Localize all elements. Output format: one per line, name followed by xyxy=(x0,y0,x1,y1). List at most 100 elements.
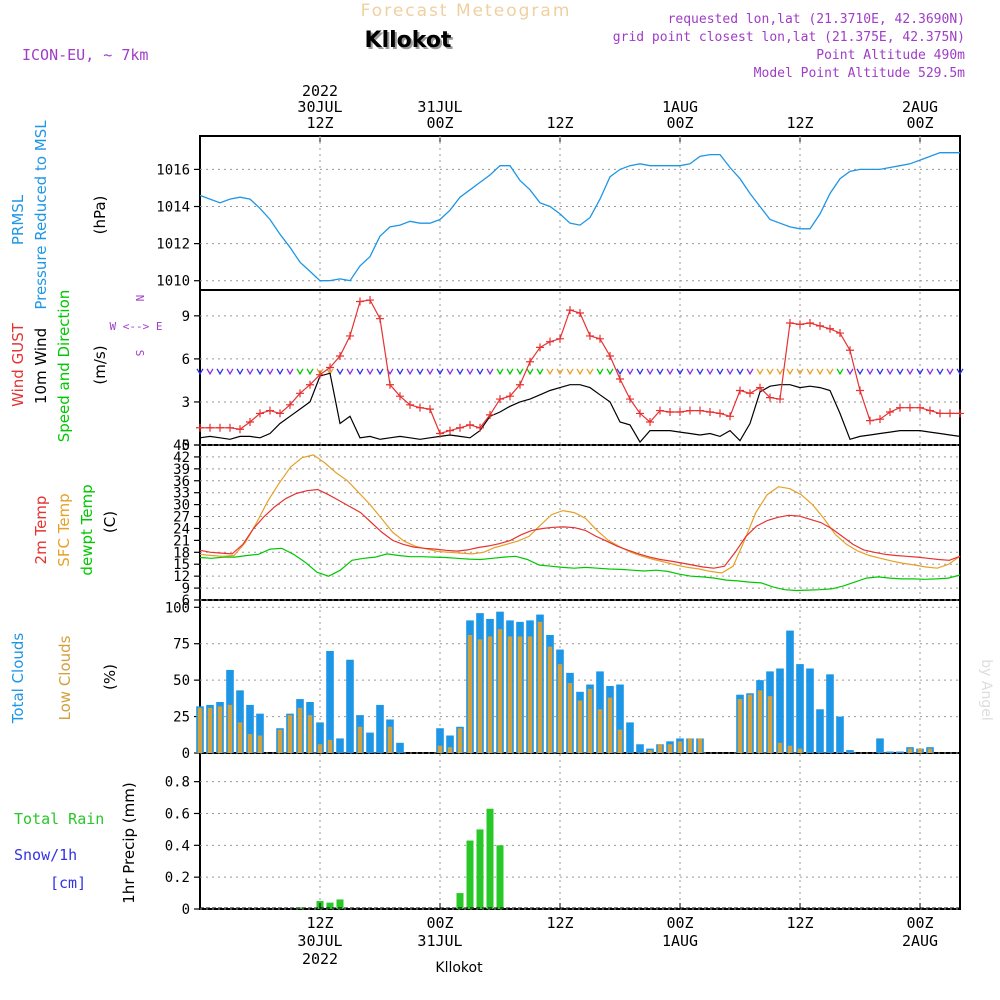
total-cloud-bar xyxy=(636,744,644,753)
clouds-label-total: Total Clouds xyxy=(9,633,27,725)
wind-arrow xyxy=(346,368,354,376)
rain-bar xyxy=(466,840,474,909)
low-cloud-bar xyxy=(297,707,303,753)
wind-arrow xyxy=(206,368,214,376)
rain-bar xyxy=(476,829,484,909)
gust-marker xyxy=(546,337,554,346)
y-tick-label: 45 xyxy=(173,438,190,454)
temp-label-dewpt: dewpt Temp xyxy=(78,484,96,575)
precip-label-cm: [cm] xyxy=(50,874,86,892)
wind-arrow xyxy=(706,368,714,376)
y-tick-label: 1012 xyxy=(156,237,190,253)
y-tick-label: 0 xyxy=(182,902,190,918)
y-tick-label: 21 xyxy=(173,533,190,549)
gust-marker xyxy=(646,418,654,427)
gust-marker xyxy=(226,423,234,432)
gust-marker xyxy=(846,346,854,355)
gust-marker xyxy=(286,400,294,409)
low-cloud-bar xyxy=(927,748,933,753)
gust-marker xyxy=(276,409,284,418)
wind-arrow xyxy=(786,368,794,376)
gust-marker xyxy=(606,352,614,361)
gust-marker xyxy=(696,406,704,415)
gust-marker xyxy=(526,357,534,366)
total-cloud-bar xyxy=(256,713,264,753)
wind-arrow xyxy=(296,368,304,376)
total-cloud-bar xyxy=(616,684,624,753)
2m-temp-line xyxy=(199,488,961,569)
requested-lonlat: requested lon,lat (21.3710E, 42.3690N) xyxy=(668,12,965,27)
gust-marker xyxy=(386,380,394,389)
low-cloud-bar xyxy=(597,709,603,753)
wind-unit: (m/s) xyxy=(91,345,109,384)
wind-arrow xyxy=(436,368,444,376)
total-cloud-bar xyxy=(786,630,794,753)
y-tick-label: 25 xyxy=(173,710,190,726)
rain-bar xyxy=(496,845,504,909)
y-tick-label: 100 xyxy=(165,600,190,616)
low-cloud-bar xyxy=(207,707,213,753)
y-tick-label: 9 xyxy=(182,581,190,597)
y-tick-label: 0.4 xyxy=(165,838,190,854)
low-cloud-bar xyxy=(687,738,693,753)
gust-marker xyxy=(856,386,864,395)
total-cloud-bar xyxy=(776,668,784,753)
gust-marker xyxy=(726,412,734,421)
gust-marker xyxy=(266,406,274,415)
gust-marker xyxy=(626,395,634,404)
wind-arrow xyxy=(856,368,864,376)
grid-lines xyxy=(319,136,921,909)
low-cloud-bar xyxy=(907,748,913,753)
y-tick-label: 36 xyxy=(173,474,190,490)
wind-arrow xyxy=(766,368,774,376)
gust-marker xyxy=(426,405,434,414)
bottom-time-label: 31JUL xyxy=(417,932,462,950)
bottom-time-label: 12Z xyxy=(546,914,573,932)
wind-arrow xyxy=(646,368,654,376)
low-cloud-bar xyxy=(487,636,493,753)
gust-marker xyxy=(496,395,504,404)
total-cloud-bar xyxy=(896,751,904,753)
gust-marker xyxy=(836,329,844,338)
wind-arrow xyxy=(826,368,834,376)
y-tick-label: 15 xyxy=(173,557,190,573)
gust-marker xyxy=(876,415,884,424)
wind-arrow xyxy=(616,368,624,376)
low-cloud-bar xyxy=(517,636,523,753)
gust-marker xyxy=(216,423,224,432)
gust-marker xyxy=(776,395,784,404)
y-tick-label: 1016 xyxy=(156,162,190,178)
top-time-label: 00Z xyxy=(426,114,453,132)
low-cloud-bar xyxy=(667,744,673,753)
wind-arrow xyxy=(466,368,474,376)
wind-label-gust: Wind GUST xyxy=(9,322,27,407)
gust-marker xyxy=(536,343,544,352)
y-tick-label: 1010 xyxy=(156,274,190,290)
wind-arrow xyxy=(256,368,264,376)
bottom-time-label: 2AUG xyxy=(902,932,938,950)
low-cloud-bar xyxy=(437,745,443,753)
wind-arrow xyxy=(526,368,534,376)
wind-arrow xyxy=(456,368,464,376)
wind-y-ticks: 0 3 6 9 xyxy=(182,309,960,454)
wind-arrow xyxy=(306,368,314,376)
total-cloud-bar xyxy=(376,704,384,753)
clouds-panel: Total Clouds Low Clouds (%) 0 25 50 75 100 xyxy=(9,600,960,762)
low-cloud-bar xyxy=(797,748,803,753)
y-tick-label: 42 xyxy=(173,450,190,466)
wind-arrow xyxy=(736,368,744,376)
temp-frame xyxy=(199,444,961,601)
bottom-time-label: 12Z xyxy=(786,914,813,932)
gust-marker xyxy=(246,418,254,427)
top-time-label: 30JUL xyxy=(297,98,342,116)
wind-arrow xyxy=(686,368,694,376)
y-tick-label: 27 xyxy=(173,510,190,526)
low-cloud-bar xyxy=(467,634,473,753)
y-tick-label: 50 xyxy=(173,673,190,689)
wind-arrow xyxy=(356,368,364,376)
wind-arrow xyxy=(566,368,574,376)
top-time-label: 00Z xyxy=(666,114,693,132)
top-time-label: 31JUL xyxy=(417,98,462,116)
gust-marker xyxy=(926,406,934,415)
wind-arrow xyxy=(776,368,784,376)
